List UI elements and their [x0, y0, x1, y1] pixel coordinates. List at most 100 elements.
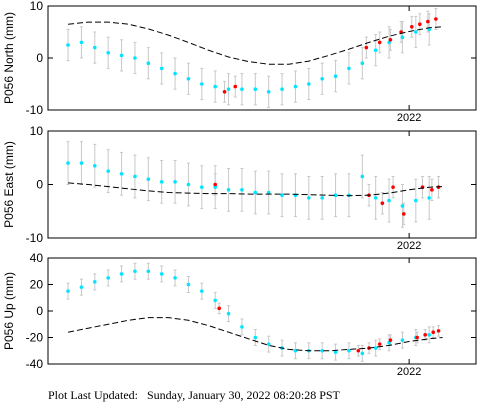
daily-point — [133, 269, 137, 274]
daily-point — [280, 193, 284, 197]
y-tick-label: -20 — [26, 331, 44, 345]
daily-point — [213, 185, 217, 189]
rapid-point — [377, 40, 382, 45]
daily-point — [106, 276, 110, 280]
y-axis-label: P056 Up (mm) — [2, 272, 16, 350]
daily-point — [333, 74, 338, 78]
y-tick-label: 0 — [36, 304, 43, 318]
rapid-point — [423, 333, 427, 337]
y-tick-label: 40 — [30, 251, 44, 265]
daily-point — [226, 87, 231, 91]
rapid-point — [364, 45, 369, 50]
rapid-point — [418, 22, 422, 27]
daily-point — [240, 325, 244, 329]
daily-point — [360, 174, 365, 179]
daily-point — [307, 196, 311, 200]
daily-point — [226, 188, 231, 192]
y-tick-label: -40 — [26, 357, 44, 371]
model-line — [68, 21, 443, 65]
rapid-point — [377, 342, 382, 346]
rapid-point — [356, 348, 361, 353]
daily-point — [159, 272, 164, 276]
panel-1: -10 0 10 2022 P056 North (mm) — [2, 0, 477, 124]
daily-point — [427, 27, 431, 32]
daily-point — [293, 84, 298, 89]
daily-point — [266, 342, 271, 346]
rapid-point — [430, 188, 434, 192]
panel-frame — [47, 257, 477, 365]
daily-point — [93, 163, 97, 168]
daily-point — [226, 311, 231, 316]
daily-point — [320, 348, 324, 353]
daily-point — [159, 66, 164, 71]
daily-point — [79, 40, 84, 45]
model-line — [68, 182, 443, 197]
daily-point — [400, 338, 405, 342]
daily-point — [373, 196, 378, 200]
daily-point — [240, 188, 244, 192]
daily-point — [119, 272, 124, 276]
daily-point — [414, 198, 418, 203]
y-tick-label: 0 — [36, 178, 43, 192]
daily-point — [360, 61, 365, 65]
daily-point — [200, 82, 204, 86]
plot-updated-value: Sunday, January 30, 2022 08:20:28 PST — [147, 388, 340, 402]
daily-point — [280, 87, 284, 91]
daily-point — [186, 77, 191, 81]
daily-point — [173, 276, 177, 280]
daily-point — [347, 348, 351, 353]
daily-point — [146, 177, 151, 181]
daily-point — [66, 161, 70, 165]
panel-frame — [47, 130, 477, 239]
y-axis-label: P056 North (mm) — [2, 12, 16, 104]
panel-2: -10 0 10 2022 P056 East (mm) — [2, 124, 477, 252]
daily-point — [173, 180, 177, 184]
daily-point — [240, 87, 244, 91]
daily-point — [66, 289, 70, 293]
rapid-point — [434, 17, 438, 21]
x-tick-label: 2022 — [397, 240, 421, 252]
x-tick-label: 2022 — [397, 366, 421, 378]
daily-point — [79, 161, 84, 165]
rapid-point — [388, 38, 393, 42]
plot-updated-footer: Plot Last Updated: Sunday, January 30, 2… — [48, 388, 340, 403]
daily-point — [119, 53, 124, 58]
rapid-point — [388, 338, 393, 342]
daily-point — [253, 87, 258, 91]
rapid-point — [401, 212, 406, 216]
daily-point — [307, 82, 311, 86]
daily-point — [347, 66, 351, 71]
daily-point — [173, 71, 177, 76]
daily-point — [427, 196, 431, 200]
rapid-point — [233, 84, 238, 89]
daily-point — [253, 190, 258, 195]
daily-point — [333, 350, 338, 354]
daily-point — [266, 190, 271, 195]
daily-point — [200, 289, 204, 293]
daily-point — [213, 84, 217, 89]
daily-point — [387, 198, 391, 203]
daily-point — [400, 35, 405, 39]
y-tick-label: 10 — [30, 0, 44, 13]
daily-point — [253, 335, 258, 340]
daily-point — [66, 43, 70, 47]
daily-point — [213, 298, 217, 303]
y-tick-label: -10 — [26, 231, 44, 245]
daily-point — [133, 174, 137, 179]
daily-point — [320, 196, 324, 200]
rapid-point — [222, 90, 227, 94]
rapid-point — [217, 306, 221, 311]
daily-point — [146, 61, 151, 65]
daily-point — [200, 185, 204, 189]
daily-point — [427, 333, 431, 337]
rapid-point — [415, 335, 419, 340]
daily-point — [133, 56, 137, 60]
model-line — [68, 317, 443, 352]
y-tick-label: -10 — [26, 103, 44, 117]
y-axis-label: P056 East (mm) — [2, 141, 16, 228]
y-tick-label: 20 — [30, 278, 44, 292]
daily-point — [333, 193, 338, 197]
daily-point — [373, 48, 378, 52]
daily-point — [400, 204, 405, 208]
